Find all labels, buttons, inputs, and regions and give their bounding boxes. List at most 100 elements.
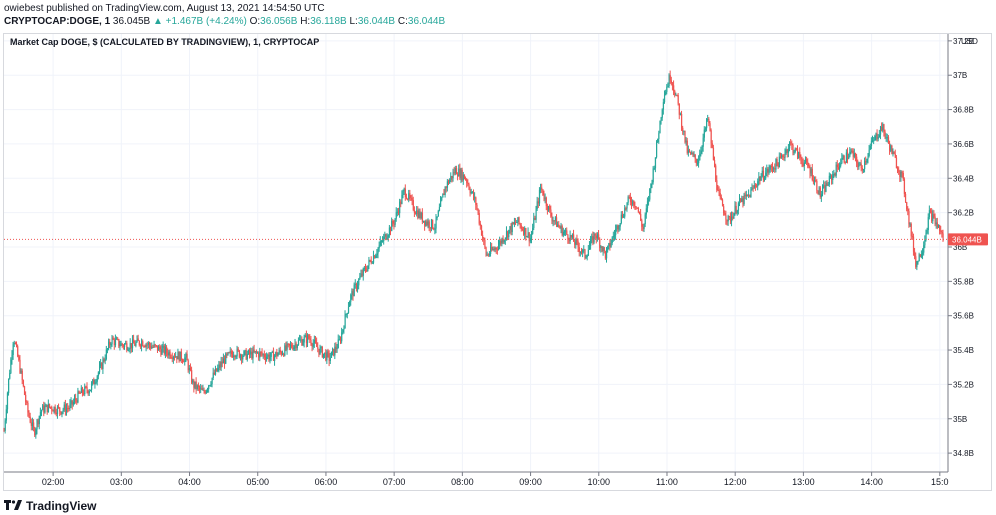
- candle-body: [228, 352, 230, 354]
- candle-body: [932, 214, 934, 222]
- candle-body: [183, 361, 185, 363]
- candle-body: [172, 356, 175, 359]
- candle-body: [845, 152, 848, 163]
- candle-body: [457, 174, 459, 177]
- candle-body: [750, 189, 752, 198]
- candle-body: [394, 218, 396, 225]
- candle-body: [362, 268, 364, 276]
- candle-body: [561, 226, 563, 236]
- candle-body: [883, 124, 885, 132]
- candle-body: [13, 342, 15, 345]
- candle-body: [516, 221, 518, 223]
- candle-body: [382, 241, 384, 243]
- candle-body: [831, 175, 833, 180]
- candle-body: [470, 191, 472, 194]
- candle-body: [360, 273, 362, 277]
- candle-body: [899, 171, 901, 177]
- candle-body: [150, 345, 152, 349]
- candle-body: [782, 155, 784, 157]
- candle-body: [387, 235, 389, 238]
- candle-body: [282, 353, 284, 355]
- candle-body: [884, 131, 886, 138]
- candle-body: [452, 171, 454, 179]
- candle-body: [17, 346, 19, 357]
- candle-body: [20, 370, 22, 373]
- tradingview-brand[interactable]: TradingView: [4, 498, 96, 513]
- candle-body: [405, 196, 408, 199]
- candle-body: [484, 240, 486, 248]
- candle-body: [390, 227, 392, 232]
- candle-body: [887, 137, 890, 144]
- candle-body: [829, 175, 832, 177]
- candle-body: [86, 386, 88, 391]
- candle-body: [800, 157, 802, 160]
- candle-body: [496, 249, 499, 251]
- candle-body: [696, 163, 699, 165]
- candle-body: [345, 314, 347, 316]
- candle-body: [266, 356, 268, 360]
- candle-body: [856, 156, 858, 163]
- candle-body: [716, 180, 718, 191]
- candle-body: [833, 173, 835, 175]
- candle-body: [289, 344, 292, 346]
- candle-body: [341, 332, 343, 342]
- candle-body: [471, 191, 474, 193]
- candle-body: [269, 356, 271, 360]
- candle-body: [743, 194, 745, 205]
- candle-body: [38, 415, 40, 425]
- candle-body: [69, 403, 71, 409]
- candle-body: [181, 359, 184, 362]
- candle-body: [808, 166, 810, 169]
- candle-body: [3, 430, 5, 432]
- candle-body: [603, 247, 605, 252]
- candle-body: [142, 341, 144, 347]
- candle-body: [656, 142, 658, 158]
- candle-body: [455, 168, 458, 175]
- candle-body: [114, 339, 117, 346]
- candle-body: [526, 236, 528, 238]
- candle-body: [761, 170, 763, 177]
- candle-body: [727, 216, 729, 222]
- candle-body: [83, 393, 85, 395]
- candle-body: [824, 185, 826, 192]
- candle-body: [604, 251, 607, 259]
- candle-body: [729, 216, 732, 222]
- candle-body: [537, 201, 539, 204]
- candle-body: [26, 401, 28, 403]
- candle-body: [72, 401, 75, 405]
- candle-body: [828, 175, 831, 185]
- candle-body: [94, 382, 96, 385]
- y-tick-label: 35.4B: [953, 346, 974, 355]
- y-tick-label: 35.6B: [953, 312, 974, 321]
- candle-body: [121, 343, 123, 346]
- candle-body: [492, 249, 494, 251]
- candle-body: [657, 138, 659, 143]
- candle-body: [230, 351, 233, 355]
- candle-body: [817, 190, 819, 195]
- candle-body: [410, 197, 412, 199]
- candle-body: [375, 255, 377, 259]
- candle-body: [859, 163, 861, 166]
- candle-body: [314, 339, 317, 343]
- candle-body: [445, 186, 447, 188]
- candle-body: [25, 394, 27, 402]
- candle-body: [419, 211, 421, 219]
- candle-body: [836, 164, 838, 168]
- candle-body: [673, 85, 675, 91]
- candle-body: [263, 354, 266, 358]
- candle-body: [931, 210, 933, 222]
- candle-body: [286, 343, 288, 350]
- candle-body: [320, 346, 322, 349]
- candle-body: [384, 234, 386, 237]
- candle-body: [533, 217, 535, 229]
- candle-body: [710, 130, 712, 144]
- low-label: L:: [349, 16, 358, 27]
- candle-body: [819, 187, 821, 198]
- candle-body: [702, 137, 704, 147]
- candle-body: [404, 188, 406, 197]
- candle-body: [918, 254, 920, 262]
- candle-body: [442, 193, 444, 198]
- candle-body: [527, 232, 529, 237]
- candle-body: [144, 346, 146, 348]
